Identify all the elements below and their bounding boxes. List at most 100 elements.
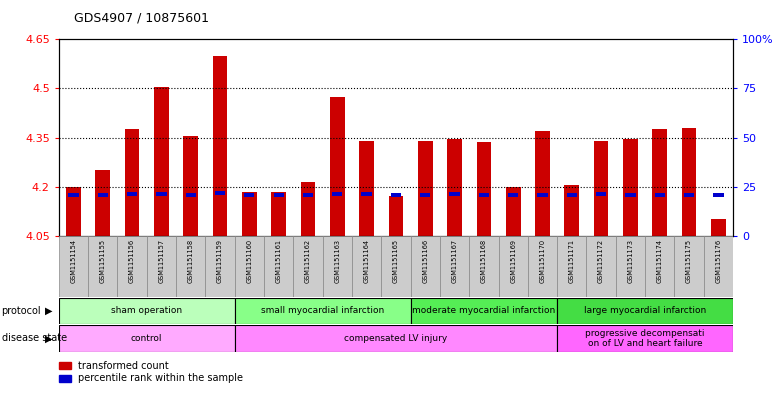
Bar [626, 193, 636, 196]
Text: GSM1151169: GSM1151169 [510, 239, 516, 283]
Bar [59, 298, 234, 324]
Bar [506, 187, 521, 236]
Bar [212, 56, 227, 236]
Bar [567, 193, 577, 196]
Bar [711, 219, 726, 236]
Bar [242, 192, 256, 236]
Bar [645, 236, 674, 297]
Bar [381, 236, 411, 297]
Text: GSM1151165: GSM1151165 [393, 239, 399, 283]
Text: GSM1151160: GSM1151160 [246, 239, 252, 283]
Bar [186, 193, 196, 196]
Bar [274, 193, 284, 196]
Text: moderate myocardial infarction: moderate myocardial infarction [412, 307, 556, 315]
Bar [118, 236, 147, 297]
Bar [234, 325, 557, 352]
Bar [593, 141, 608, 236]
Bar [156, 192, 166, 195]
Bar [440, 236, 469, 297]
Bar [234, 298, 411, 324]
Bar [499, 236, 528, 297]
Text: GSM1151163: GSM1151163 [334, 239, 340, 283]
Bar [59, 236, 88, 297]
Bar [508, 193, 518, 196]
Text: progressive decompensati
on of LV and heart failure: progressive decompensati on of LV and he… [586, 329, 705, 348]
Bar [713, 193, 724, 197]
Bar [176, 236, 205, 297]
Bar [537, 193, 548, 196]
Text: GSM1151161: GSM1151161 [276, 239, 281, 283]
Bar [98, 193, 108, 196]
Bar [330, 97, 345, 236]
Bar [125, 129, 140, 236]
Bar [68, 193, 78, 196]
Text: GSM1151156: GSM1151156 [129, 239, 135, 283]
Bar [528, 236, 557, 297]
Text: ▶: ▶ [45, 333, 53, 343]
Bar [477, 142, 492, 236]
Text: GSM1151164: GSM1151164 [364, 239, 369, 283]
Text: GSM1151172: GSM1151172 [598, 239, 604, 283]
Text: disease state: disease state [2, 333, 67, 343]
Bar [264, 236, 293, 297]
Text: GSM1151170: GSM1151170 [539, 239, 546, 283]
Bar [682, 128, 696, 236]
Text: compensated LV injury: compensated LV injury [344, 334, 448, 343]
Bar [655, 193, 665, 196]
Text: GSM1151168: GSM1151168 [481, 239, 487, 283]
Bar [59, 325, 234, 352]
Text: small myocardial infarction: small myocardial infarction [261, 307, 384, 315]
Bar [205, 236, 234, 297]
Bar [293, 236, 323, 297]
Bar [359, 141, 374, 236]
Text: sham operation: sham operation [111, 307, 183, 315]
Bar [596, 192, 606, 195]
Text: GSM1151174: GSM1151174 [657, 239, 662, 283]
Text: control: control [131, 334, 162, 343]
Bar [447, 139, 462, 236]
Bar [479, 193, 489, 196]
Bar [234, 236, 264, 297]
Bar [469, 236, 499, 297]
Text: percentile rank within the sample: percentile rank within the sample [78, 373, 242, 384]
Bar [215, 191, 225, 195]
Bar [245, 193, 255, 196]
Text: protocol: protocol [2, 306, 42, 316]
Bar [411, 298, 557, 324]
Text: GSM1151155: GSM1151155 [100, 239, 106, 283]
Bar [557, 236, 586, 297]
Bar [449, 192, 459, 195]
Bar [390, 193, 401, 196]
Bar [411, 236, 440, 297]
Text: GSM1151173: GSM1151173 [627, 239, 633, 283]
Bar [361, 192, 372, 195]
Bar [557, 325, 733, 352]
Text: GSM1151176: GSM1151176 [715, 239, 721, 283]
Bar [557, 298, 733, 324]
Text: transformed count: transformed count [78, 361, 169, 371]
Text: GSM1151158: GSM1151158 [187, 239, 194, 283]
Bar [674, 236, 704, 297]
Bar [535, 131, 550, 236]
Text: GSM1151171: GSM1151171 [569, 239, 575, 283]
Bar [420, 193, 430, 196]
Bar [183, 136, 198, 236]
Bar [586, 236, 615, 297]
Bar [154, 87, 169, 236]
Bar [652, 129, 667, 236]
Bar [66, 187, 81, 236]
Bar [623, 139, 637, 236]
Bar [332, 192, 343, 195]
Bar [147, 236, 176, 297]
Bar [300, 182, 315, 236]
Text: ▶: ▶ [45, 306, 53, 316]
Text: GSM1151159: GSM1151159 [217, 239, 223, 283]
Bar [323, 236, 352, 297]
Bar [418, 141, 433, 236]
Text: GDS4907 / 10875601: GDS4907 / 10875601 [74, 12, 209, 25]
Bar [303, 193, 313, 196]
Bar [389, 196, 403, 236]
Text: GSM1151175: GSM1151175 [686, 239, 692, 283]
Text: GSM1151154: GSM1151154 [71, 239, 77, 283]
Bar [564, 185, 579, 236]
